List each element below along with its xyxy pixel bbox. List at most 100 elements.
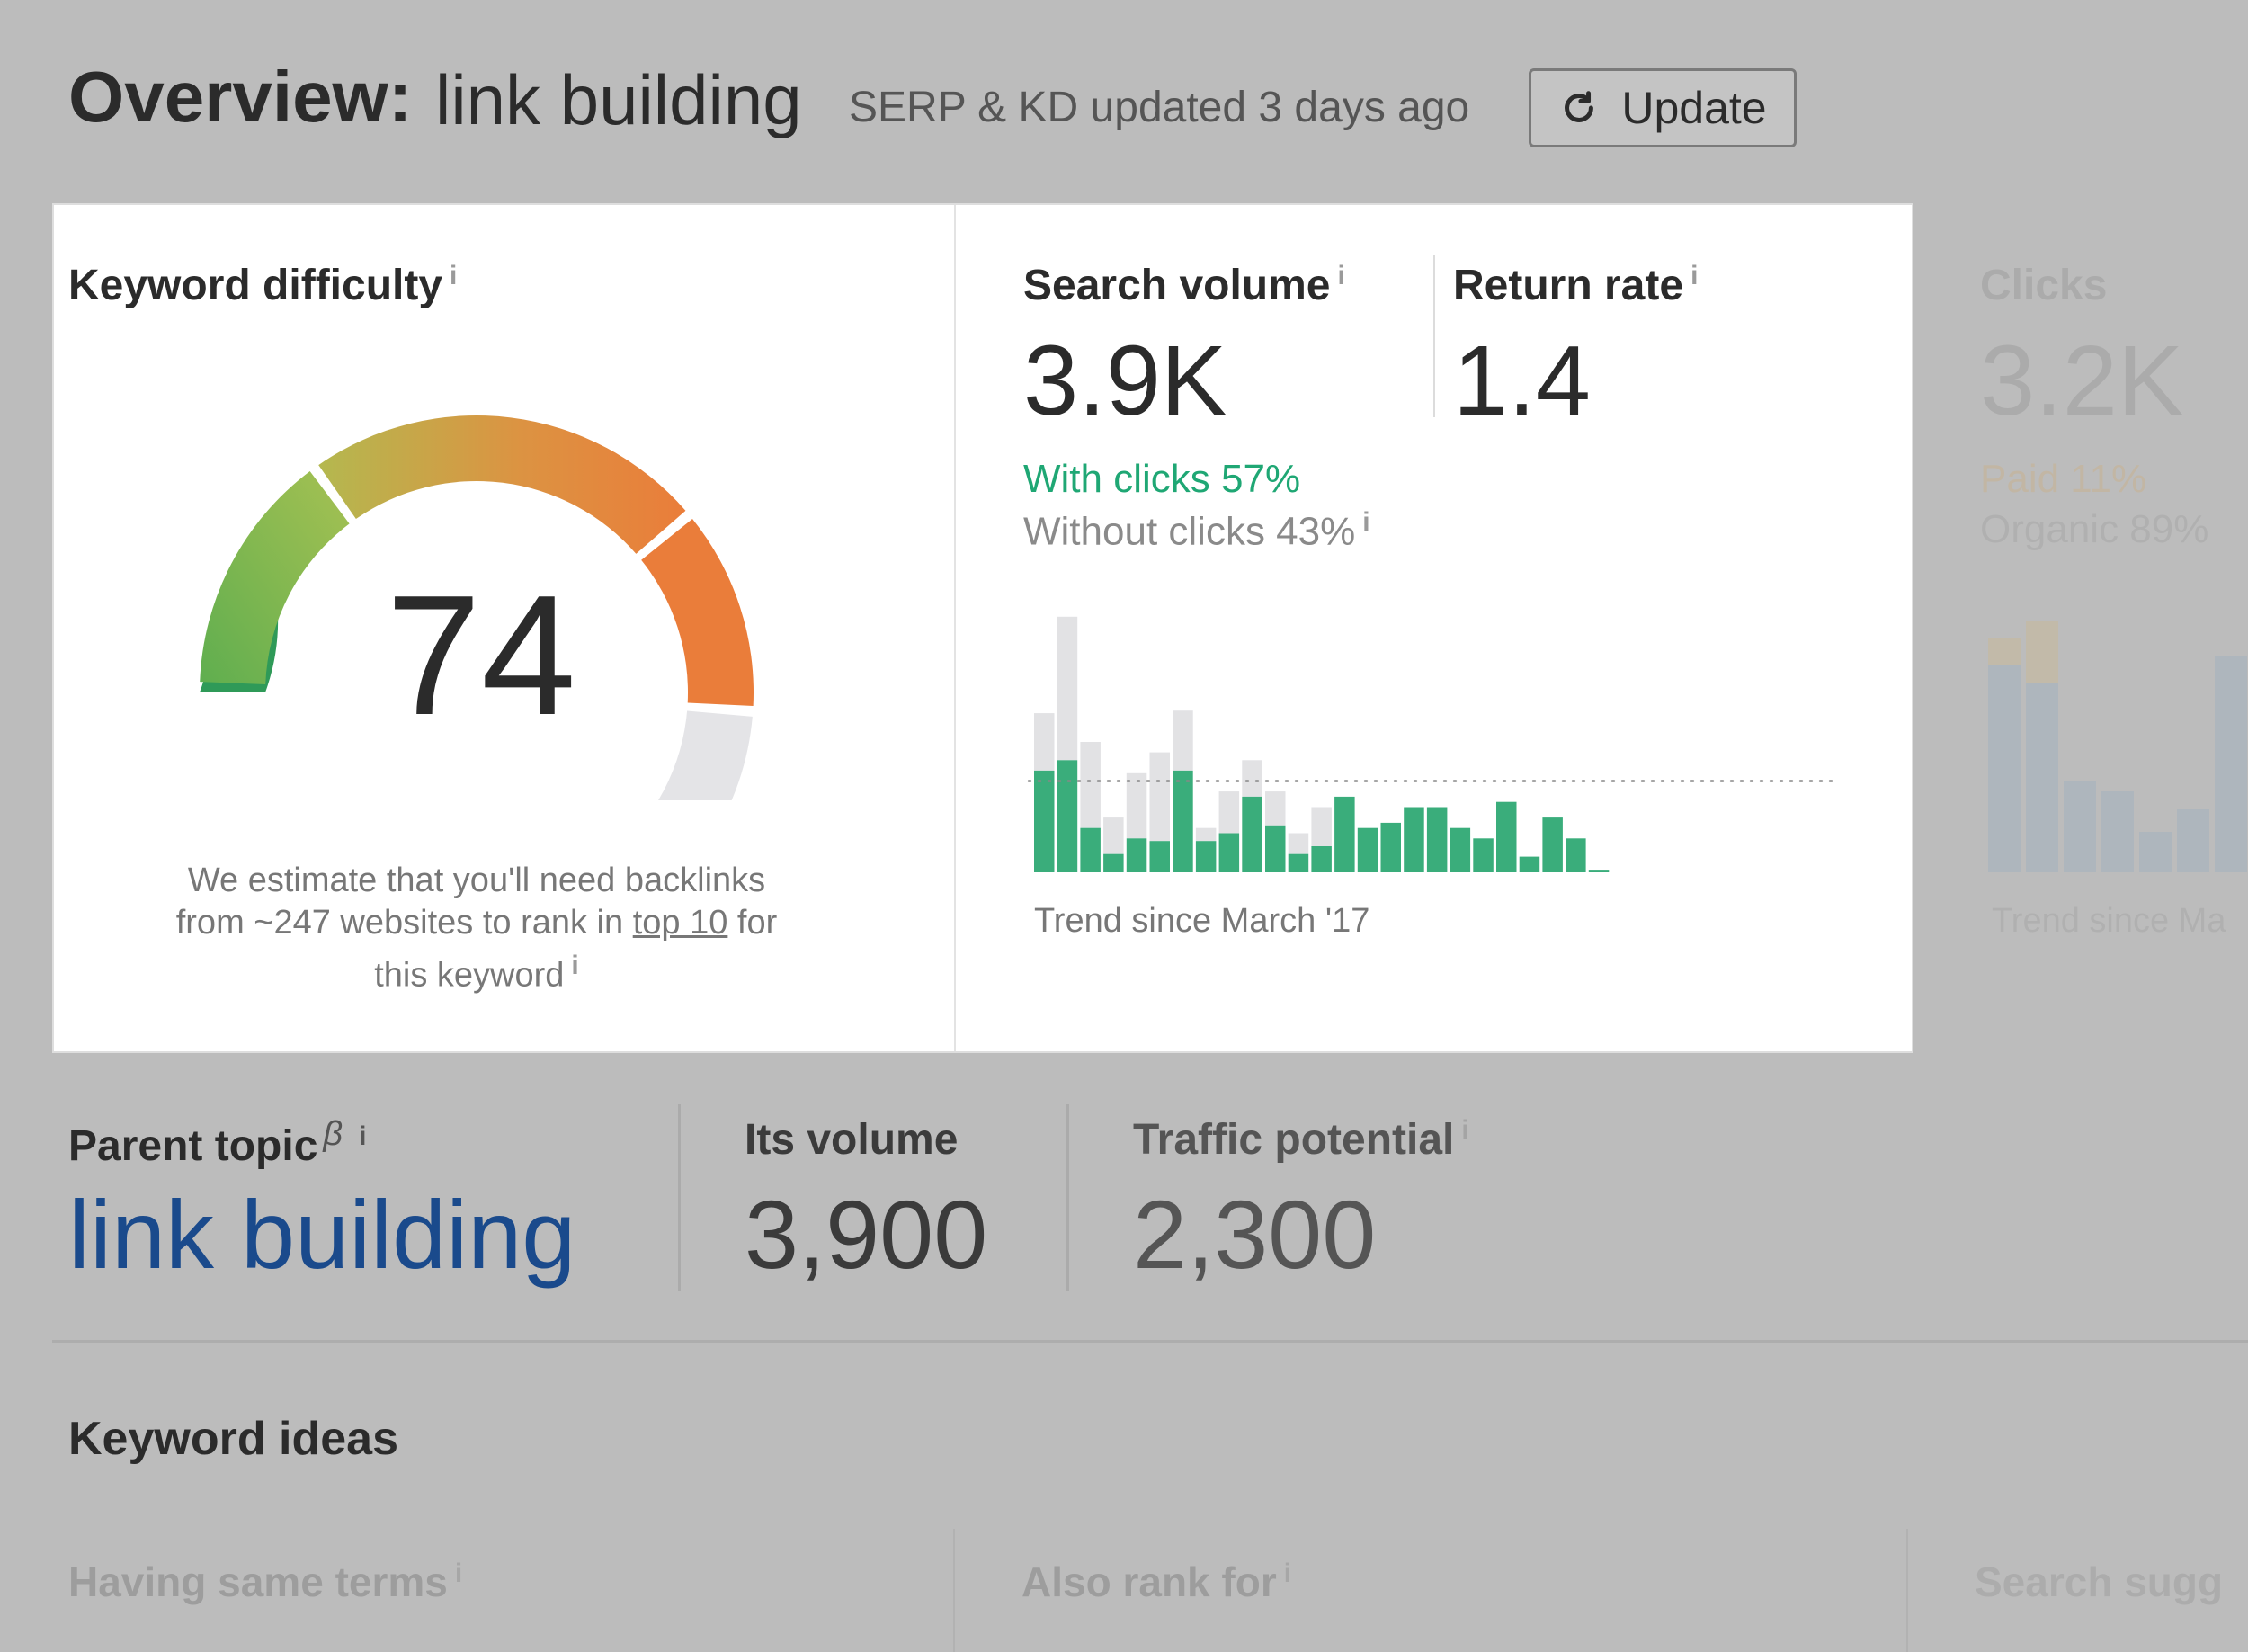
panel-divider [954,205,956,1051]
bar-without-clicks [1149,752,1170,842]
rr-value: 1.4 [1453,326,1591,436]
gauge-seg-yellow-orange [318,415,686,554]
bar-without-clicks [1195,827,1217,842]
kd-title-label: Keyword difficulty [68,262,443,309]
bar-with-clicks [1242,796,1262,872]
gauge-seg-green [200,471,350,684]
its-volume-value: 3,900 [745,1180,988,1289]
bar-with-clicks [1080,827,1101,872]
rr-info-icon[interactable]: i [1690,261,1699,290]
page-keyword: link building [435,60,802,139]
tab-having-same-terms[interactable]: Having same terms i [68,1558,462,1606]
bar-without-clicks [1080,742,1101,828]
bar-with-clicks [1149,841,1170,872]
traffic-potential-info-icon[interactable]: i [1461,1115,1469,1145]
sv-value: 3.9K [1023,326,1227,436]
keyword-ideas-title: Keyword ideas [68,1413,399,1465]
bar-with-clicks [1380,822,1401,872]
bar-with-clicks [1265,825,1286,872]
without-clicks-info-icon[interactable]: i [1362,507,1370,537]
bar-without-clicks [1126,772,1147,839]
bar-with-clicks [1334,796,1355,872]
tab-having-same-terms-label: Having same terms [68,1558,448,1605]
clicks-trend-label: Trend since Ma [1992,902,2226,940]
bar-with-clicks [1473,838,1494,872]
gauge-seg-orange [641,519,754,707]
kd-gauge [200,415,754,800]
clicks-value: 3.2K [1980,326,2184,436]
kd-title: Keyword difficulty i [68,261,457,310]
bar-with-clicks [1173,770,1193,872]
refresh-icon [1565,91,1594,122]
rr-title-label: Return rate [1453,262,1684,309]
kd-desc-info-icon[interactable]: i [571,951,579,980]
tab-also-rank-for[interactable]: Also rank for i [1021,1558,1291,1606]
kd-description: We estimate that you'll need backlinks f… [135,860,818,997]
traffic-potential-label: Traffic potential [1133,1116,1455,1164]
bar-with-clicks [1357,827,1378,872]
kd-desc-line2: from ~247 websites to rank in [175,904,624,942]
tab-same-info-icon[interactable]: i [454,1558,463,1588]
overview-panel [52,203,1913,1053]
clicks-title: Clicks [1980,262,2108,309]
bar-with-clicks [1450,827,1471,872]
bar-with-clicks [1103,853,1124,872]
kd-score: 74 [386,560,576,751]
top-10-link[interactable]: top 10 [632,904,728,942]
bar-with-clicks [1542,817,1563,872]
with-clicks-stat: With clicks 57% [1023,457,1301,501]
tab-search-suggestions[interactable]: Search sugg [1975,1558,2224,1605]
bar-with-clicks [1195,841,1217,872]
clicks-bar [2139,832,2172,872]
without-clicks-label: Without clicks 43% [1023,509,1356,554]
bar-with-clicks [1218,833,1240,872]
clicks-bar [2177,809,2209,872]
parent-topic-info-icon[interactable]: i [359,1121,367,1151]
kd-desc-line3: this keyword [374,956,565,995]
tab-divider [953,1529,955,1652]
clicks-paid: Paid 11% [1980,457,2147,501]
bar-with-clicks [1034,770,1055,872]
page-title: Overview: [68,57,413,137]
update-button[interactable]: Update [1529,68,1797,147]
clicks-trend-chart [1988,621,2247,872]
bar-with-clicks [1311,846,1332,872]
parent-topic-title: Parent topic β i [68,1115,366,1171]
kd-desc-for: for [736,904,778,942]
update-button-label: Update [1621,83,1767,133]
its-volume-title: Its volume [745,1116,959,1164]
clicks-bar [2101,791,2134,872]
kd-info-icon[interactable]: i [450,261,458,290]
tab-also-rank-for-label: Also rank for [1021,1558,1277,1605]
sv-info-icon[interactable]: i [1337,261,1345,290]
bar-with-clicks [1126,838,1147,872]
kd-desc-line1: We estimate that you'll need backlinks [187,862,766,899]
parent-topic-link[interactable]: link building [68,1180,576,1289]
bar-with-clicks [1566,838,1586,872]
clicks-organic: Organic 89% [1980,507,2209,551]
bar-without-clicks [1242,760,1262,797]
section-divider [52,1340,2248,1343]
clicks-bar [1988,665,2021,872]
parent-topic-label: Parent topic [68,1122,318,1170]
bar-with-clicks [1404,807,1424,872]
bar-without-clicks [1265,791,1286,826]
update-status: SERP & KD updated 3 days ago [849,84,1470,131]
bar-with-clicks [1288,853,1309,872]
clicks-bar [2026,621,2058,683]
traffic-potential-title: Traffic potential i [1133,1115,1469,1165]
bar-with-clicks [1588,870,1610,872]
clicks-bar [2064,781,2096,872]
tab-also-info-icon[interactable]: i [1283,1558,1292,1588]
volume-trend-chart [1027,616,1838,872]
bar-without-clicks [1103,817,1124,854]
bar-without-clicks [1173,710,1193,771]
bar-without-clicks [1034,713,1055,771]
tab-divider [1906,1529,1908,1652]
trend-label: Trend since March '17 [1034,902,1370,940]
clicks-bar [1988,638,2021,665]
bar-without-clicks [1057,616,1078,761]
traffic-potential-value: 2,300 [1133,1180,1377,1289]
divider [678,1104,681,1291]
bar-without-clicks [1288,833,1309,854]
